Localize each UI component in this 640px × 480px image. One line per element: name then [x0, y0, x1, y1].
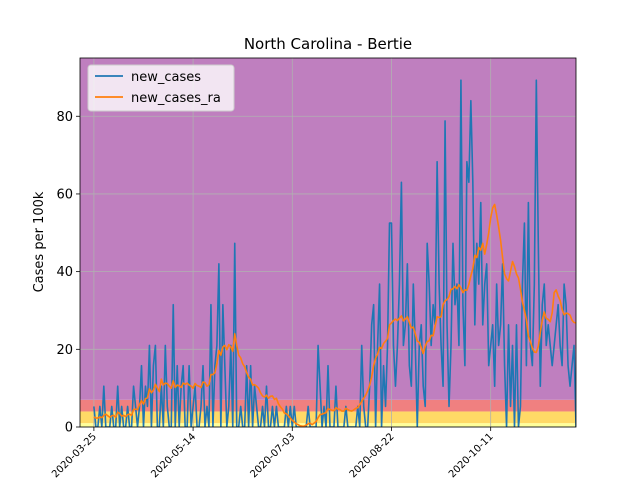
legend: new_cases new_cases_ra [87, 64, 235, 112]
x-tick-label: 2020-10-11 [447, 431, 496, 480]
plot-frame [79, 57, 577, 428]
y-axis-label: Cases per 100k [32, 191, 47, 292]
legend-label-new-cases: new_cases [131, 70, 201, 85]
y-tick-label: 20 [56, 343, 73, 358]
y-tick-label: 40 [56, 265, 73, 280]
x-tick-label: 2020-05-14 [149, 431, 198, 480]
y-tick-label: 80 [56, 110, 73, 125]
x-tick-label: 2020-07-03 [249, 431, 298, 480]
risk-band-1 [80, 411, 576, 424]
series-layer [93, 79, 576, 427]
x-tick-label: 2020-08-22 [348, 431, 397, 480]
legend-box [87, 64, 235, 112]
x-axis: 2020-03-25 2020-05-14 2020-07-03 2020-08-22… [50, 427, 496, 480]
y-tick-label: 60 [56, 187, 73, 202]
y-tick-label: 0 [65, 421, 73, 436]
chart-title: North Carolina - Bertie [244, 35, 412, 53]
legend-label-new-cases-ra: new_cases_ra [131, 91, 221, 106]
risk-band-0 [80, 423, 576, 427]
risk-band-2 [80, 399, 576, 412]
series-line-new-cases-ra [93, 203, 576, 427]
x-tick-label: 2020-03-25 [50, 431, 99, 480]
series-line-new-cases [93, 79, 576, 427]
y-axis: 0 20 40 60 80 [56, 110, 80, 436]
